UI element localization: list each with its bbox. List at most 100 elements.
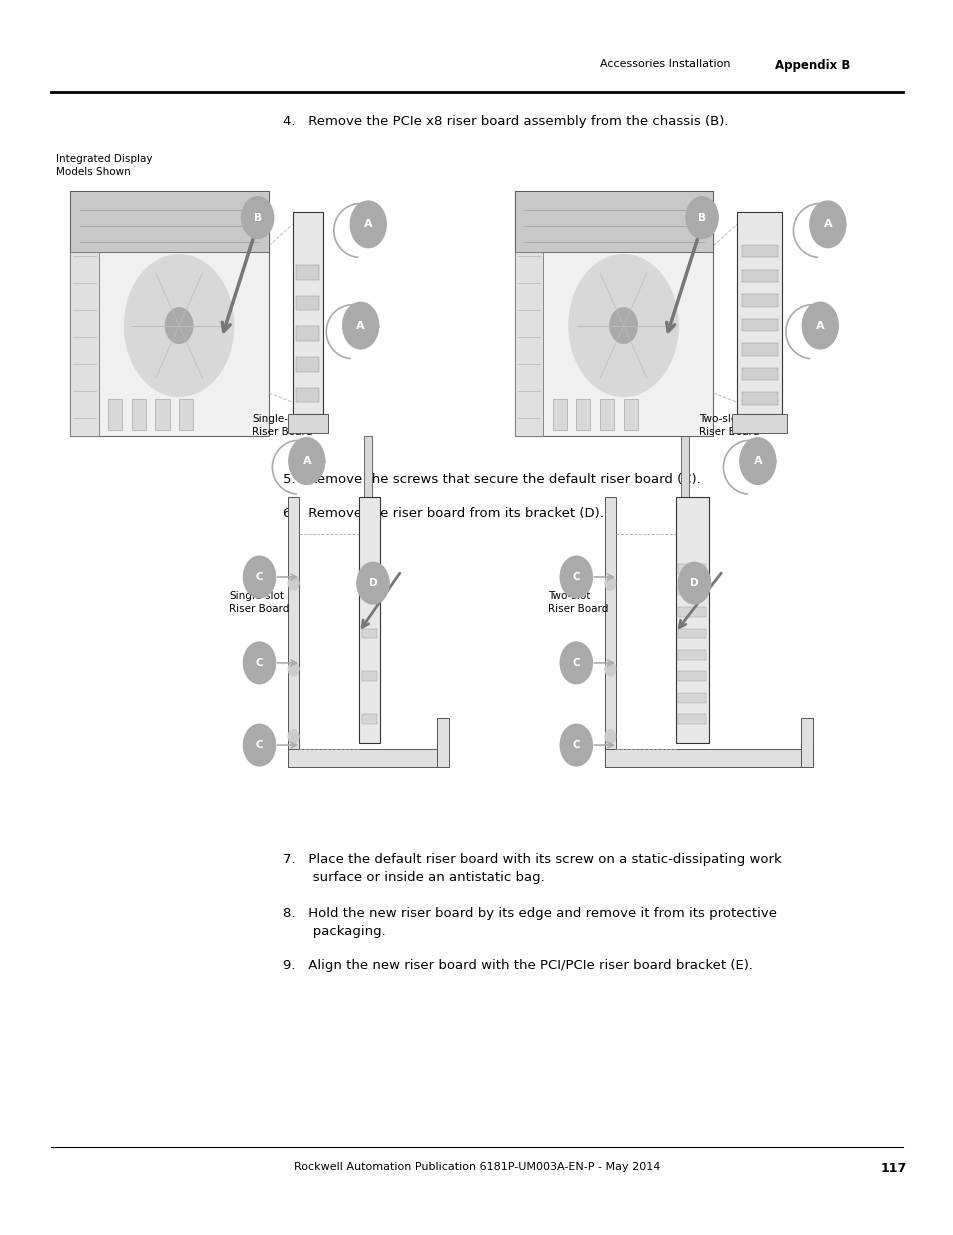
Text: Single-slot
Riser Board: Single-slot Riser Board	[252, 414, 312, 437]
Bar	[675, 498, 708, 742]
Bar	[678, 629, 705, 638]
Circle shape	[609, 308, 637, 343]
Text: C: C	[572, 658, 579, 668]
Bar	[288, 498, 299, 767]
Bar	[623, 399, 638, 430]
Bar	[296, 357, 318, 372]
Text: A: A	[356, 321, 365, 331]
FancyBboxPatch shape	[515, 190, 713, 436]
Text: 117: 117	[881, 1162, 906, 1176]
Text: B: B	[253, 212, 261, 222]
Circle shape	[685, 196, 718, 238]
Bar	[132, 399, 146, 430]
Bar	[741, 294, 777, 306]
Text: A: A	[302, 456, 311, 466]
Text: A: A	[822, 220, 831, 230]
Bar	[436, 718, 448, 767]
Text: 8.   Hold the new riser board by its edge and remove it from its protective
    : 8. Hold the new riser board by its edge …	[283, 906, 777, 939]
Bar	[296, 326, 318, 341]
Bar	[678, 672, 705, 682]
Bar	[296, 295, 318, 310]
Bar	[288, 415, 327, 433]
Circle shape	[809, 201, 845, 248]
Bar	[293, 212, 322, 415]
Text: D: D	[689, 578, 699, 588]
Text: B: B	[698, 212, 705, 222]
Circle shape	[241, 196, 274, 238]
Bar	[741, 393, 777, 405]
Circle shape	[559, 724, 592, 766]
Bar	[741, 269, 777, 282]
Bar	[288, 748, 448, 767]
Bar	[680, 436, 688, 522]
Text: 5.   Remove the screws that secure the default riser board (C).: 5. Remove the screws that secure the def…	[283, 473, 700, 485]
Text: A: A	[363, 220, 373, 230]
Bar	[361, 714, 376, 724]
Text: C: C	[572, 572, 579, 582]
Bar	[576, 399, 590, 430]
Text: 9.   Align the new riser board with the PCI/PCIe riser board bracket (E).: 9. Align the new riser board with the PC…	[283, 958, 752, 972]
Bar	[71, 252, 98, 436]
Circle shape	[289, 437, 324, 484]
Circle shape	[801, 303, 838, 348]
Bar	[599, 399, 614, 430]
Bar	[737, 212, 781, 415]
Text: 7.   Place the default riser board with its screw on a static-dissipating work
 : 7. Place the default riser board with it…	[283, 853, 781, 884]
Bar	[515, 252, 542, 436]
Text: C: C	[572, 740, 579, 750]
Bar	[552, 399, 566, 430]
Bar	[515, 190, 713, 252]
Bar	[678, 608, 705, 618]
Circle shape	[243, 724, 275, 766]
Text: A: A	[753, 456, 761, 466]
Bar	[296, 388, 318, 403]
Bar	[741, 343, 777, 356]
Circle shape	[243, 556, 275, 598]
Bar	[364, 436, 372, 522]
Text: Appendix B: Appendix B	[774, 59, 849, 73]
Circle shape	[559, 556, 592, 598]
Text: Integrated Display
Models Shown: Integrated Display Models Shown	[56, 154, 152, 177]
Text: D: D	[368, 578, 376, 588]
Bar	[361, 672, 376, 682]
Bar	[296, 264, 318, 279]
Circle shape	[288, 576, 299, 590]
Circle shape	[350, 201, 386, 248]
Text: A: A	[815, 321, 823, 331]
Bar	[678, 693, 705, 703]
Circle shape	[559, 642, 592, 684]
Bar	[801, 718, 812, 767]
Circle shape	[604, 576, 616, 590]
Text: C: C	[255, 572, 263, 582]
Bar	[108, 399, 122, 430]
Text: 4.   Remove the PCIe x8 riser board assembly from the chassis (B).: 4. Remove the PCIe x8 riser board assemb…	[283, 115, 728, 127]
Text: Rockwell Automation Publication 6181P-UM003A-EN-P - May 2014: Rockwell Automation Publication 6181P-UM…	[294, 1162, 659, 1172]
Bar	[604, 748, 812, 767]
Circle shape	[740, 437, 775, 484]
Circle shape	[288, 729, 299, 743]
Text: 6.   Remove the riser board from its bracket (D).: 6. Remove the riser board from its brack…	[283, 508, 603, 520]
Bar	[741, 368, 777, 380]
Bar	[678, 714, 705, 724]
Bar	[179, 399, 193, 430]
Bar	[361, 585, 376, 595]
Circle shape	[604, 662, 616, 677]
Circle shape	[604, 729, 616, 743]
Text: C: C	[255, 740, 263, 750]
Circle shape	[124, 254, 233, 396]
Bar	[358, 498, 379, 742]
Bar	[678, 650, 705, 659]
Circle shape	[568, 254, 678, 396]
Bar	[741, 246, 777, 257]
Bar	[155, 399, 170, 430]
Text: Two-slot
Riser Board: Two-slot Riser Board	[547, 590, 608, 614]
Text: C: C	[255, 658, 263, 668]
Text: Single-slot
Riser Board: Single-slot Riser Board	[229, 590, 290, 614]
Circle shape	[678, 562, 710, 604]
Bar	[732, 415, 786, 433]
Bar	[361, 629, 376, 638]
Text: Two-slot
Riser Board: Two-slot Riser Board	[699, 414, 759, 437]
Circle shape	[356, 562, 389, 604]
Bar	[678, 564, 705, 574]
Circle shape	[243, 642, 275, 684]
